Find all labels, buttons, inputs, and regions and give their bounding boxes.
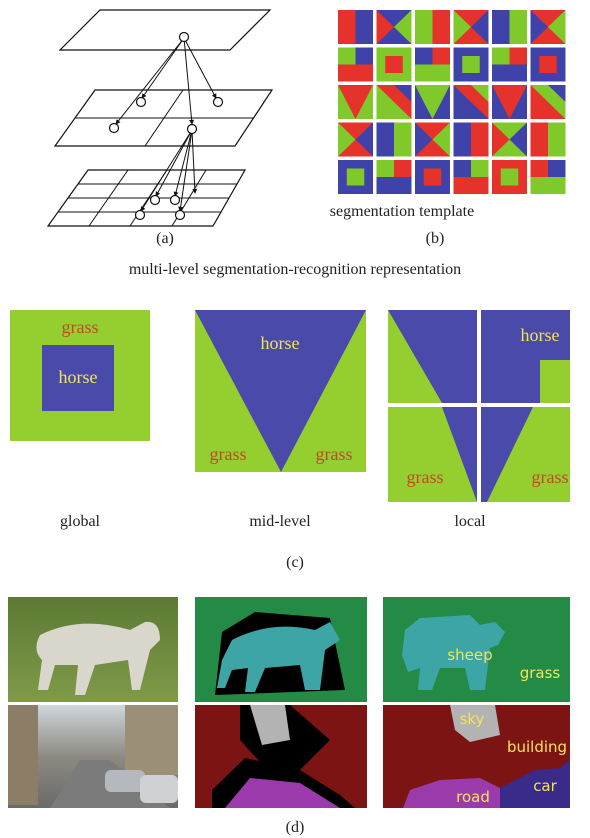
caption: (b) xyxy=(426,230,445,247)
label: grass xyxy=(62,317,99,337)
template-tile xyxy=(462,56,480,73)
photos xyxy=(8,597,178,808)
template-tile xyxy=(415,48,433,65)
template-tile xyxy=(338,48,356,65)
figure: segmentation template (a) (b) multi-leve… xyxy=(0,0,590,838)
template-tile xyxy=(415,65,450,82)
template-tile xyxy=(377,177,412,194)
caption: (c) xyxy=(286,554,304,571)
label: horse xyxy=(59,367,98,387)
template-tile xyxy=(394,123,412,157)
template-tile xyxy=(454,177,489,194)
template-grid xyxy=(338,10,566,194)
template-tile xyxy=(356,10,374,44)
caption: mid-level xyxy=(249,513,311,530)
template-tile xyxy=(385,56,403,73)
template-tile xyxy=(531,177,566,194)
template-tile xyxy=(492,48,510,65)
page: segmentation template (a) (b) multi-leve… xyxy=(0,0,590,838)
template-tile xyxy=(424,169,442,186)
label: horse xyxy=(521,325,560,345)
label: grass xyxy=(316,444,353,464)
label: building xyxy=(507,738,567,756)
caption: (a) xyxy=(156,230,174,247)
caption: global xyxy=(60,513,101,530)
template-tile xyxy=(471,123,489,157)
segmentation-maps xyxy=(195,597,570,808)
template-tile xyxy=(492,65,527,82)
template-label: segmentation template xyxy=(330,203,474,220)
template-tile xyxy=(338,65,373,82)
template-tile xyxy=(454,160,472,177)
label: grass xyxy=(210,444,247,464)
template-tile xyxy=(548,123,566,157)
template-tile xyxy=(377,160,395,177)
template-tile xyxy=(510,10,528,44)
label: sky xyxy=(460,710,485,728)
template-tile xyxy=(531,160,549,177)
label: grass xyxy=(520,664,561,682)
label: grass xyxy=(532,467,569,487)
caption: (d) xyxy=(286,819,305,836)
label: grass xyxy=(407,467,444,487)
template-tile xyxy=(539,56,557,73)
caption: local xyxy=(454,513,486,530)
label: sheep xyxy=(447,646,492,664)
section-title: multi-level segmentation-recognition rep… xyxy=(129,261,461,278)
label: horse xyxy=(261,333,300,353)
label: car xyxy=(533,777,557,795)
template-tile xyxy=(347,169,365,186)
template-tile xyxy=(433,10,451,44)
pyramid-diagram xyxy=(48,10,272,226)
template-tile xyxy=(501,169,519,186)
label: road xyxy=(456,788,490,806)
